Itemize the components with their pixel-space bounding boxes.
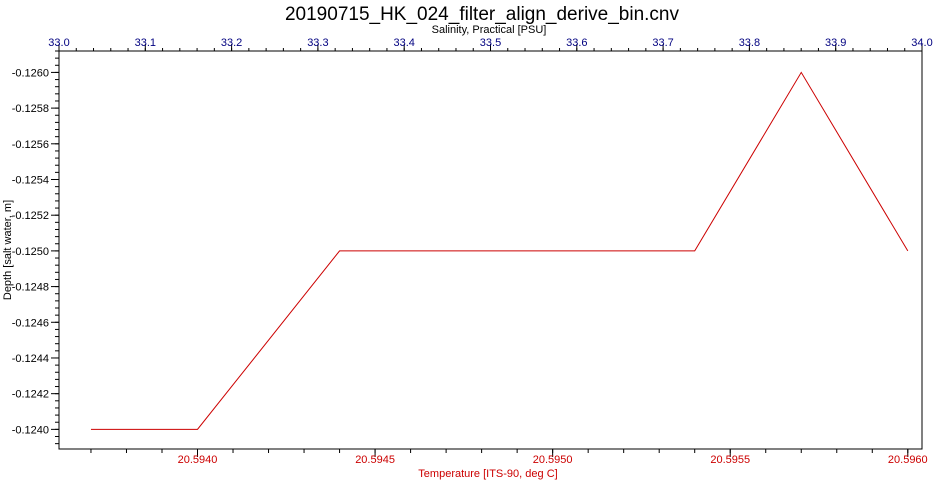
top-tick-label: 33.4 bbox=[393, 37, 414, 49]
left-tick-label: -0.1248 bbox=[12, 282, 49, 294]
bottom-axis-ticks: 20.5940 20.5945 20.5950 20.5955 20.5960 bbox=[90, 449, 928, 466]
left-tick-label: -0.1258 bbox=[12, 103, 49, 115]
top-tick-label: 34.0 bbox=[911, 37, 932, 49]
left-tick-label: -0.1244 bbox=[12, 353, 49, 365]
top-tick-label: 33.5 bbox=[480, 37, 501, 49]
bottom-tick-label: 20.5945 bbox=[355, 454, 395, 466]
bottom-tick-label: 20.5960 bbox=[888, 454, 928, 466]
bottom-tick-label: 20.5950 bbox=[533, 454, 573, 466]
plot-area bbox=[58, 50, 923, 450]
left-axis-ticks: -0.1260 -0.1258 -0.1256 -0.1254 -0.1252 -0.12… bbox=[12, 50, 59, 445]
left-axis-title: Depth [salt water, m] bbox=[2, 200, 14, 300]
top-tick-label: 33.2 bbox=[221, 37, 242, 49]
left-tick-label: -0.1246 bbox=[12, 317, 49, 329]
left-tick-label: -0.1254 bbox=[12, 175, 49, 187]
series-layer bbox=[90, 71, 909, 430]
left-tick-label: -0.1260 bbox=[12, 67, 49, 79]
top-tick-label: 33.0 bbox=[48, 37, 69, 49]
left-tick-label: -0.1240 bbox=[12, 424, 49, 436]
top-tick-label: 33.3 bbox=[307, 37, 328, 49]
left-tick-label: -0.1256 bbox=[12, 139, 49, 151]
top-tick-label: 33.8 bbox=[739, 37, 760, 49]
top-axis-ticks: 33.0 33.1 33.2 33.3 33.4 33.5 33.6 33.7 33.8 33.9… bbox=[48, 37, 933, 51]
chart-title: 20190715_HK_024_filter_align_derive_bin.… bbox=[285, 4, 680, 25]
top-tick-label: 33.9 bbox=[825, 37, 846, 49]
left-tick-label: -0.1250 bbox=[12, 246, 49, 258]
top-tick-label: 33.6 bbox=[566, 37, 587, 49]
bottom-tick-label: 20.5940 bbox=[178, 454, 218, 466]
left-tick-label: -0.1252 bbox=[12, 210, 49, 222]
bottom-tick-label: 20.5955 bbox=[710, 454, 750, 466]
left-tick-label: -0.1242 bbox=[12, 389, 49, 401]
top-tick-label: 33.1 bbox=[135, 37, 156, 49]
bottom-axis-title: Temperature [ITS-90, deg C] bbox=[418, 468, 557, 480]
series-line bbox=[90, 71, 909, 430]
top-axis-title: Salinity, Practical [PSU] bbox=[432, 24, 547, 36]
top-tick-label: 33.7 bbox=[652, 37, 673, 49]
